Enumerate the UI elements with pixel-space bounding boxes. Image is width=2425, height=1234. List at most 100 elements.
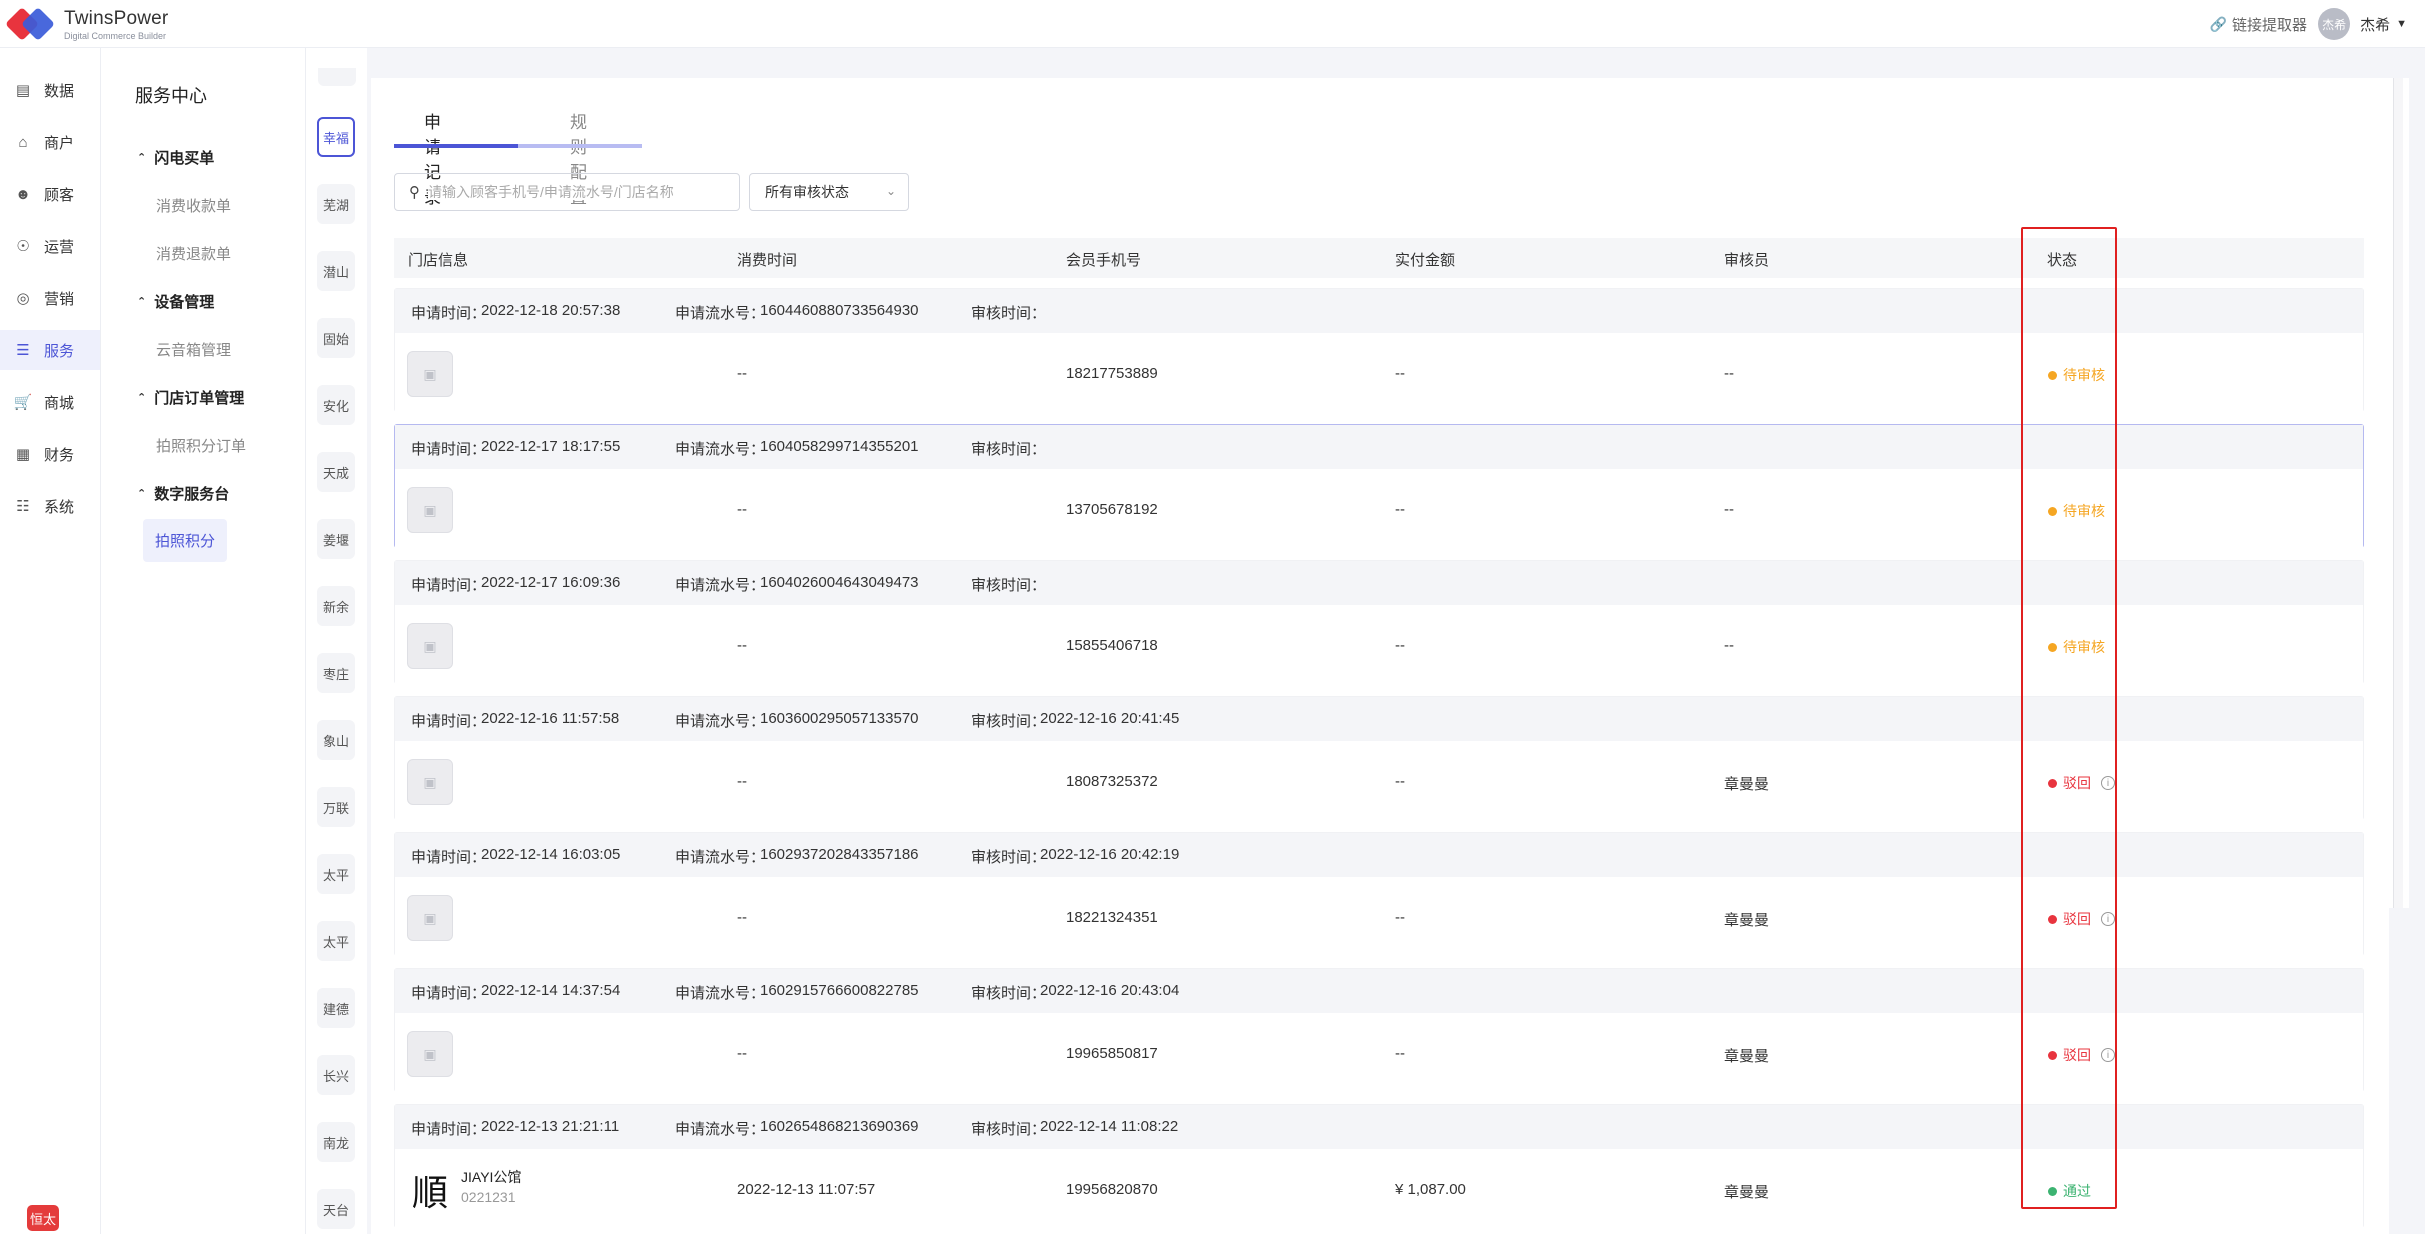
status-badge: 驳回 i (2048, 773, 2115, 793)
image-placeholder-icon[interactable]: ▣ (407, 487, 453, 533)
nav-item-finance[interactable]: ▦ 财务 (15, 446, 75, 464)
serial-value: 1604058299714355201 (760, 438, 919, 455)
record-body: ▣ -- 18221324351 -- 章曼曼 驳回 i (395, 877, 2363, 957)
member-phone: 18087325372 (1066, 773, 1158, 790)
record-meta: 申请时间： 2022-12-18 20:57:38 申请流水号： 1604460880… (395, 289, 2363, 333)
serial-value: 1602654868213690369 (760, 1118, 919, 1135)
reviewer: 章曼曼 (1724, 776, 1770, 793)
info-icon[interactable]: i (2101, 776, 2115, 790)
image-placeholder-icon[interactable]: ▣ (407, 759, 453, 805)
chevron-up-icon: ⌃ (137, 488, 147, 500)
store-item[interactable]: 万联 (317, 787, 355, 827)
info-icon[interactable]: i (2101, 912, 2115, 926)
apply-time-label: 申请时间： (411, 713, 487, 730)
record-card[interactable]: 申请时间： 2022-12-13 21:21:11 申请流水号： 1602654868… (394, 1104, 2364, 1229)
serial-value: 1603600295057133570 (760, 710, 919, 727)
store-item[interactable]: 潜山 (317, 251, 355, 291)
scrollbar-thumb[interactable] (2393, 78, 2403, 908)
reviewer: -- (1724, 501, 1734, 518)
image-placeholder-icon[interactable]: ▣ (407, 895, 453, 941)
user-menu[interactable]: 杰希 杰希 ▼ (2318, 8, 2407, 40)
record-card[interactable]: 申请时间： 2022-12-14 16:03:05 申请流水号： 1602937202… (394, 832, 2364, 957)
apply-time-value: 2022-12-13 21:21:11 (481, 1118, 620, 1135)
review-time-label: 审核时间： (971, 985, 1047, 1002)
serial-label: 申请流水号： (675, 713, 766, 730)
record-meta: 申请时间： 2022-12-17 18:17:55 申请流水号： 1604058299… (395, 425, 2363, 469)
member-phone: 18221324351 (1066, 909, 1158, 926)
store-item[interactable]: 芜湖 (317, 184, 355, 224)
record-card[interactable]: 申请时间： 2022-12-18 20:57:38 申请流水号： 1604460880… (394, 288, 2364, 413)
store-item[interactable]: 象山 (317, 720, 355, 760)
apply-time-value: 2022-12-18 20:57:38 (481, 302, 621, 319)
consume-time: -- (737, 909, 747, 926)
store-item[interactable]: 枣庄 (317, 653, 355, 693)
nav-item-data[interactable]: ▤ 数据 (15, 82, 75, 100)
nav-item-mall[interactable]: 🛒 商城 (13, 394, 75, 412)
store-item[interactable]: 姜堰 (317, 519, 355, 559)
store-item[interactable]: 太平 (317, 854, 355, 894)
image-placeholder-icon[interactable]: ▣ (407, 1031, 453, 1077)
status-dot (2048, 506, 2057, 516)
store-item[interactable]: 固始 (317, 318, 355, 358)
store-item[interactable]: 太平 (317, 921, 355, 961)
group-lightning-pay[interactable]: ⌃ 闪电买单 (137, 150, 215, 167)
group-digital-service-desk[interactable]: ⌃ 数字服务台 (137, 486, 230, 503)
record-card[interactable]: 申请时间： 2022-12-14 14:37:54 申请流水号： 1602915766… (394, 968, 2364, 1093)
group-store-orders[interactable]: ⌃ 门店订单管理 (137, 390, 245, 407)
review-time-value: 2022-12-16 20:43:04 (1040, 982, 1180, 999)
image-placeholder-icon[interactable]: ▣ (407, 623, 453, 669)
users-icon: ☻ (15, 185, 31, 203)
member-phone: 19965850817 (1066, 1045, 1158, 1062)
status-dot (2048, 1186, 2057, 1196)
serial-value: 1602915766600822785 (760, 982, 919, 999)
link-extractor-button[interactable]: 🔗 链接提取器 (2210, 14, 2307, 35)
subnav-item-cloud-speaker[interactable]: 云音箱管理 (156, 342, 232, 359)
search-input[interactable] (428, 184, 728, 200)
main-sidebar: ▤ 数据 ⌂ 商户 ☻ 顾客 ☉ 运营 ◎ 营销 ☰ 服务 🛒 商城 ▦ 财务 ☷ 系统 (0, 48, 100, 1234)
serial-value: 1602937202843357186 (760, 846, 919, 863)
org-badge[interactable]: 恒太 (27, 1205, 59, 1231)
record-card[interactable]: 申请时间： 2022-12-17 16:09:36 申请流水号： 1604026004… (394, 560, 2364, 685)
status-filter-select[interactable]: 所有审核状态 ⌄ (749, 173, 909, 211)
store-item[interactable]: 幸福 (317, 117, 355, 157)
nav-item-operation[interactable]: ☉ 运营 (0, 226, 100, 266)
shop-icon: ⌂ (18, 133, 28, 151)
store-item[interactable]: 建德 (317, 988, 355, 1028)
nav-item-system[interactable]: ☷ 系统 (0, 486, 100, 526)
record-card[interactable]: 申请时间： 2022-12-17 18:17:55 申请流水号： 1604058299… (394, 424, 2364, 549)
status-text: 待审核 (2063, 367, 2105, 383)
apply-time-label: 申请时间： (411, 849, 487, 866)
subnav-item-consume-receipt[interactable]: 消费收款单 (156, 198, 232, 215)
chevron-up-icon: ⌃ (137, 296, 147, 308)
image-placeholder-icon[interactable]: ▣ (407, 351, 453, 397)
scrollbar[interactable] (2389, 78, 2409, 908)
status-text: 驳回 (2063, 911, 2091, 927)
nav-item-merchant[interactable]: ⌂ 商户 (0, 122, 100, 162)
nav-item-service[interactable]: ☰ 服务 (0, 330, 100, 370)
subnav-item-photo-points[interactable]: 拍照积分 (143, 519, 228, 562)
info-icon[interactable]: i (2101, 1048, 2115, 1062)
status-column-highlight (2021, 227, 2117, 1209)
nav-item-customer[interactable]: ☻ 顾客 (15, 185, 75, 204)
serial-label: 申请流水号： (675, 441, 766, 458)
store-item[interactable]: 南龙 (317, 1122, 355, 1162)
store-item[interactable]: 新余 (317, 586, 355, 626)
nav-item-marketing[interactable]: ◎ 营销 (0, 278, 100, 318)
store-item[interactable]: 安化 (317, 385, 355, 425)
record-body: ▣ -- 15855406718 -- -- 待审核 (395, 605, 2363, 685)
app-subtitle: Digital Commerce Builder (64, 30, 167, 41)
record-card[interactable]: 申请时间： 2022-12-16 11:57:58 申请流水号： 1603600295… (394, 696, 2364, 821)
store-item[interactable]: 长兴 (317, 1055, 355, 1095)
subnav-item-photo-points-orders[interactable]: 拍照积分订单 (156, 438, 247, 455)
store-name: JIAYI公馆 (461, 1169, 522, 1185)
group-device-management[interactable]: ⌃ 设备管理 (137, 294, 215, 311)
store-item[interactable]: 天台 (317, 1189, 355, 1229)
app-logo[interactable]: TwinsPower Digital Commerce Builder (5, 6, 168, 42)
subnav-item-consume-refund[interactable]: 消费退款单 (156, 246, 232, 263)
record-meta: 申请时间： 2022-12-14 14:37:54 申请流水号： 1602915766… (395, 969, 2363, 1013)
store-item[interactable]: 天成 (317, 452, 355, 492)
search-box[interactable]: ⚲ (394, 173, 740, 211)
review-time-label: 审核时间： (971, 1121, 1047, 1138)
status-text: 驳回 (2063, 775, 2091, 791)
reviewer: 章曼曼 (1724, 1184, 1770, 1201)
